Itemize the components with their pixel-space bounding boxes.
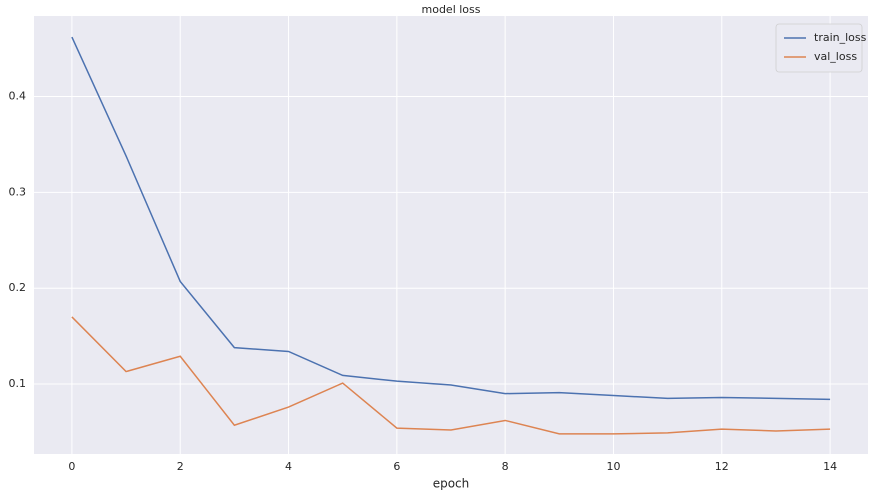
plot-area xyxy=(34,16,868,454)
y-tick-label: 0.1 xyxy=(9,377,27,390)
x-tick-label: 10 xyxy=(606,460,620,473)
legend-label: val_loss xyxy=(814,50,857,63)
chart-title: model loss xyxy=(422,3,481,16)
x-tick-label: 6 xyxy=(393,460,400,473)
x-tick-label: 14 xyxy=(823,460,837,473)
y-tick-label: 0.4 xyxy=(9,90,27,103)
line xyxy=(71,36,831,401)
x-tick-label: 12 xyxy=(715,460,729,473)
x-tick-label: 0 xyxy=(68,460,75,473)
y-tick-label: 0.2 xyxy=(9,281,27,294)
y-tick-label: 0.3 xyxy=(9,185,27,198)
x-tick-label: 8 xyxy=(502,460,509,473)
x-tick-label: 2 xyxy=(177,460,184,473)
legend-box xyxy=(775,23,863,73)
x-tick-label: 4 xyxy=(285,460,292,473)
legend-label: train_loss xyxy=(814,31,867,44)
line xyxy=(71,316,831,435)
x-axis-label: epoch xyxy=(433,477,470,491)
